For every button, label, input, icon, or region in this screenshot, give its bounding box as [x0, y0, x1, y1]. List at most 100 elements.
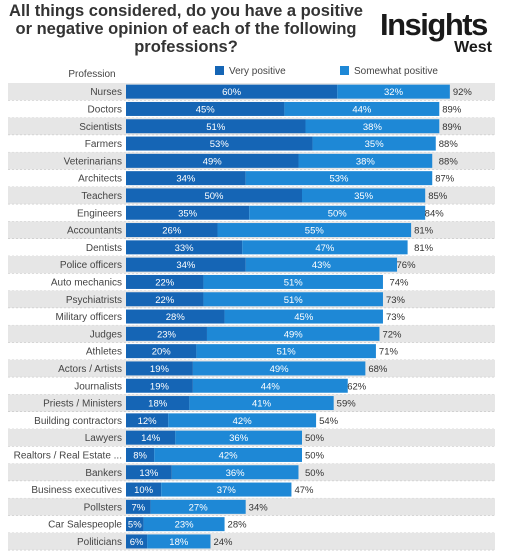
data-label-very-positive: 10%: [134, 485, 154, 496]
data-label-somewhat-positive: 35%: [365, 139, 385, 150]
data-label-total: 34%: [249, 502, 269, 513]
bar-somewhat-positive: [189, 396, 334, 411]
category-label: Politicians: [77, 537, 122, 548]
data-label-very-positive: 6%: [130, 537, 144, 548]
bar-somewhat-positive: [168, 413, 317, 428]
data-label-total: 76%: [397, 260, 417, 271]
data-label-total: 62%: [347, 381, 367, 392]
category-label: Doctors: [88, 104, 122, 115]
bar-somewhat-positive: [143, 517, 225, 532]
data-label-total: 28%: [228, 520, 248, 531]
data-label-very-positive: 53%: [210, 139, 230, 150]
category-label: Actors / Artists: [58, 364, 122, 375]
bar-somewhat-positive: [245, 257, 398, 272]
category-label: Building contractors: [34, 416, 122, 427]
data-label-total: 50%: [305, 468, 325, 479]
data-label-somewhat-positive: 23%: [175, 520, 195, 531]
data-label-total: 72%: [382, 329, 402, 340]
bar-very-positive: [126, 465, 172, 480]
category-label: Police officers: [60, 260, 122, 271]
data-label-total: 73%: [386, 295, 406, 306]
bar-very-positive: [126, 205, 250, 220]
data-label-very-positive: 12%: [138, 416, 158, 427]
data-label-total: 88%: [439, 156, 459, 167]
bar-somewhat-positive: [312, 136, 436, 151]
category-label: Accountants: [67, 226, 122, 237]
data-label-somewhat-positive: 36%: [229, 433, 249, 444]
data-label-somewhat-positive: 45%: [294, 312, 314, 323]
legend-swatch-very: [215, 66, 224, 75]
data-label-somewhat-positive: 51%: [284, 295, 304, 306]
data-label-very-positive: 34%: [176, 260, 196, 271]
data-label-somewhat-positive: 41%: [252, 399, 272, 410]
category-label: Athletes: [86, 347, 122, 358]
data-label-very-positive: 7%: [131, 502, 145, 513]
bar-very-positive: [126, 344, 197, 359]
data-label-very-positive: 51%: [206, 122, 226, 133]
data-label-total: 92%: [453, 87, 473, 98]
data-label-total: 88%: [439, 139, 459, 150]
data-label-very-positive: 19%: [150, 364, 170, 375]
category-label: Auto mechanics: [51, 277, 122, 288]
category-header: Profession: [68, 69, 116, 80]
data-label-somewhat-positive: 44%: [352, 104, 372, 115]
data-label-very-positive: 20%: [152, 347, 172, 358]
bar-somewhat-positive: [245, 171, 433, 186]
category-label: Engineers: [77, 208, 122, 219]
bar-very-positive: [126, 223, 218, 238]
data-label-total: 24%: [213, 537, 233, 548]
bar-very-positive: [126, 378, 193, 393]
data-label-very-positive: 26%: [162, 226, 182, 237]
bar-very-positive: [126, 517, 144, 532]
bar-very-positive: [126, 119, 306, 134]
bar-somewhat-positive: [161, 482, 292, 497]
category-label: Bankers: [85, 468, 122, 479]
category-label: Teachers: [81, 191, 122, 202]
data-label-very-positive: 33%: [175, 243, 195, 254]
category-label: Nurses: [90, 87, 122, 98]
data-label-somewhat-positive: 47%: [315, 243, 335, 254]
bar-very-positive: [126, 309, 225, 324]
category-label: Priests / Ministers: [43, 399, 122, 410]
chart-title: All things considered, do you have a pos…: [0, 2, 372, 56]
bar-very-positive: [126, 240, 243, 255]
data-label-total: 68%: [368, 364, 388, 375]
legend-somewhat-positive: Somewhat positive: [340, 66, 438, 80]
bar-very-positive: [126, 534, 148, 549]
bar-very-positive: [126, 482, 162, 497]
data-label-somewhat-positive: 43%: [312, 260, 332, 271]
category-label: Dentists: [86, 243, 122, 254]
data-label-total: 89%: [442, 122, 462, 133]
bar-very-positive: [126, 171, 246, 186]
category-label: Realtors / Real Estate ...: [14, 450, 122, 461]
category-label: Veterinarians: [64, 156, 122, 167]
bar-somewhat-positive: [196, 344, 376, 359]
data-label-very-positive: 14%: [141, 433, 161, 444]
data-label-somewhat-positive: 36%: [226, 468, 246, 479]
data-label-somewhat-positive: 55%: [305, 226, 325, 237]
bar-very-positive: [126, 447, 155, 462]
data-label-somewhat-positive: 38%: [356, 156, 376, 167]
legend-swatch-somewhat: [340, 66, 349, 75]
title-line-2: or negative opinion of each of the follo…: [15, 20, 357, 38]
data-label-somewhat-positive: 27%: [189, 502, 209, 513]
data-label-total: 85%: [428, 191, 448, 202]
category-label: Psychiatrists: [66, 295, 122, 306]
category-label: Car Salespeople: [48, 520, 122, 531]
data-label-somewhat-positive: 42%: [233, 416, 253, 427]
data-label-total: 81%: [414, 243, 434, 254]
bar-very-positive: [126, 84, 338, 99]
data-label-very-positive: 45%: [196, 104, 216, 115]
data-label-very-positive: 28%: [166, 312, 186, 323]
data-label-very-positive: 50%: [204, 191, 224, 202]
bar-somewhat-positive: [175, 430, 302, 445]
category-label: Architects: [78, 174, 122, 185]
bar-somewhat-positive: [192, 361, 366, 376]
title-line-3: professions?: [134, 38, 238, 56]
bar-very-positive: [126, 326, 207, 341]
data-label-somewhat-positive: 18%: [169, 537, 189, 548]
bar-somewhat-positive: [192, 378, 348, 393]
data-label-somewhat-positive: 37%: [217, 485, 237, 496]
data-label-somewhat-positive: 32%: [384, 87, 404, 98]
